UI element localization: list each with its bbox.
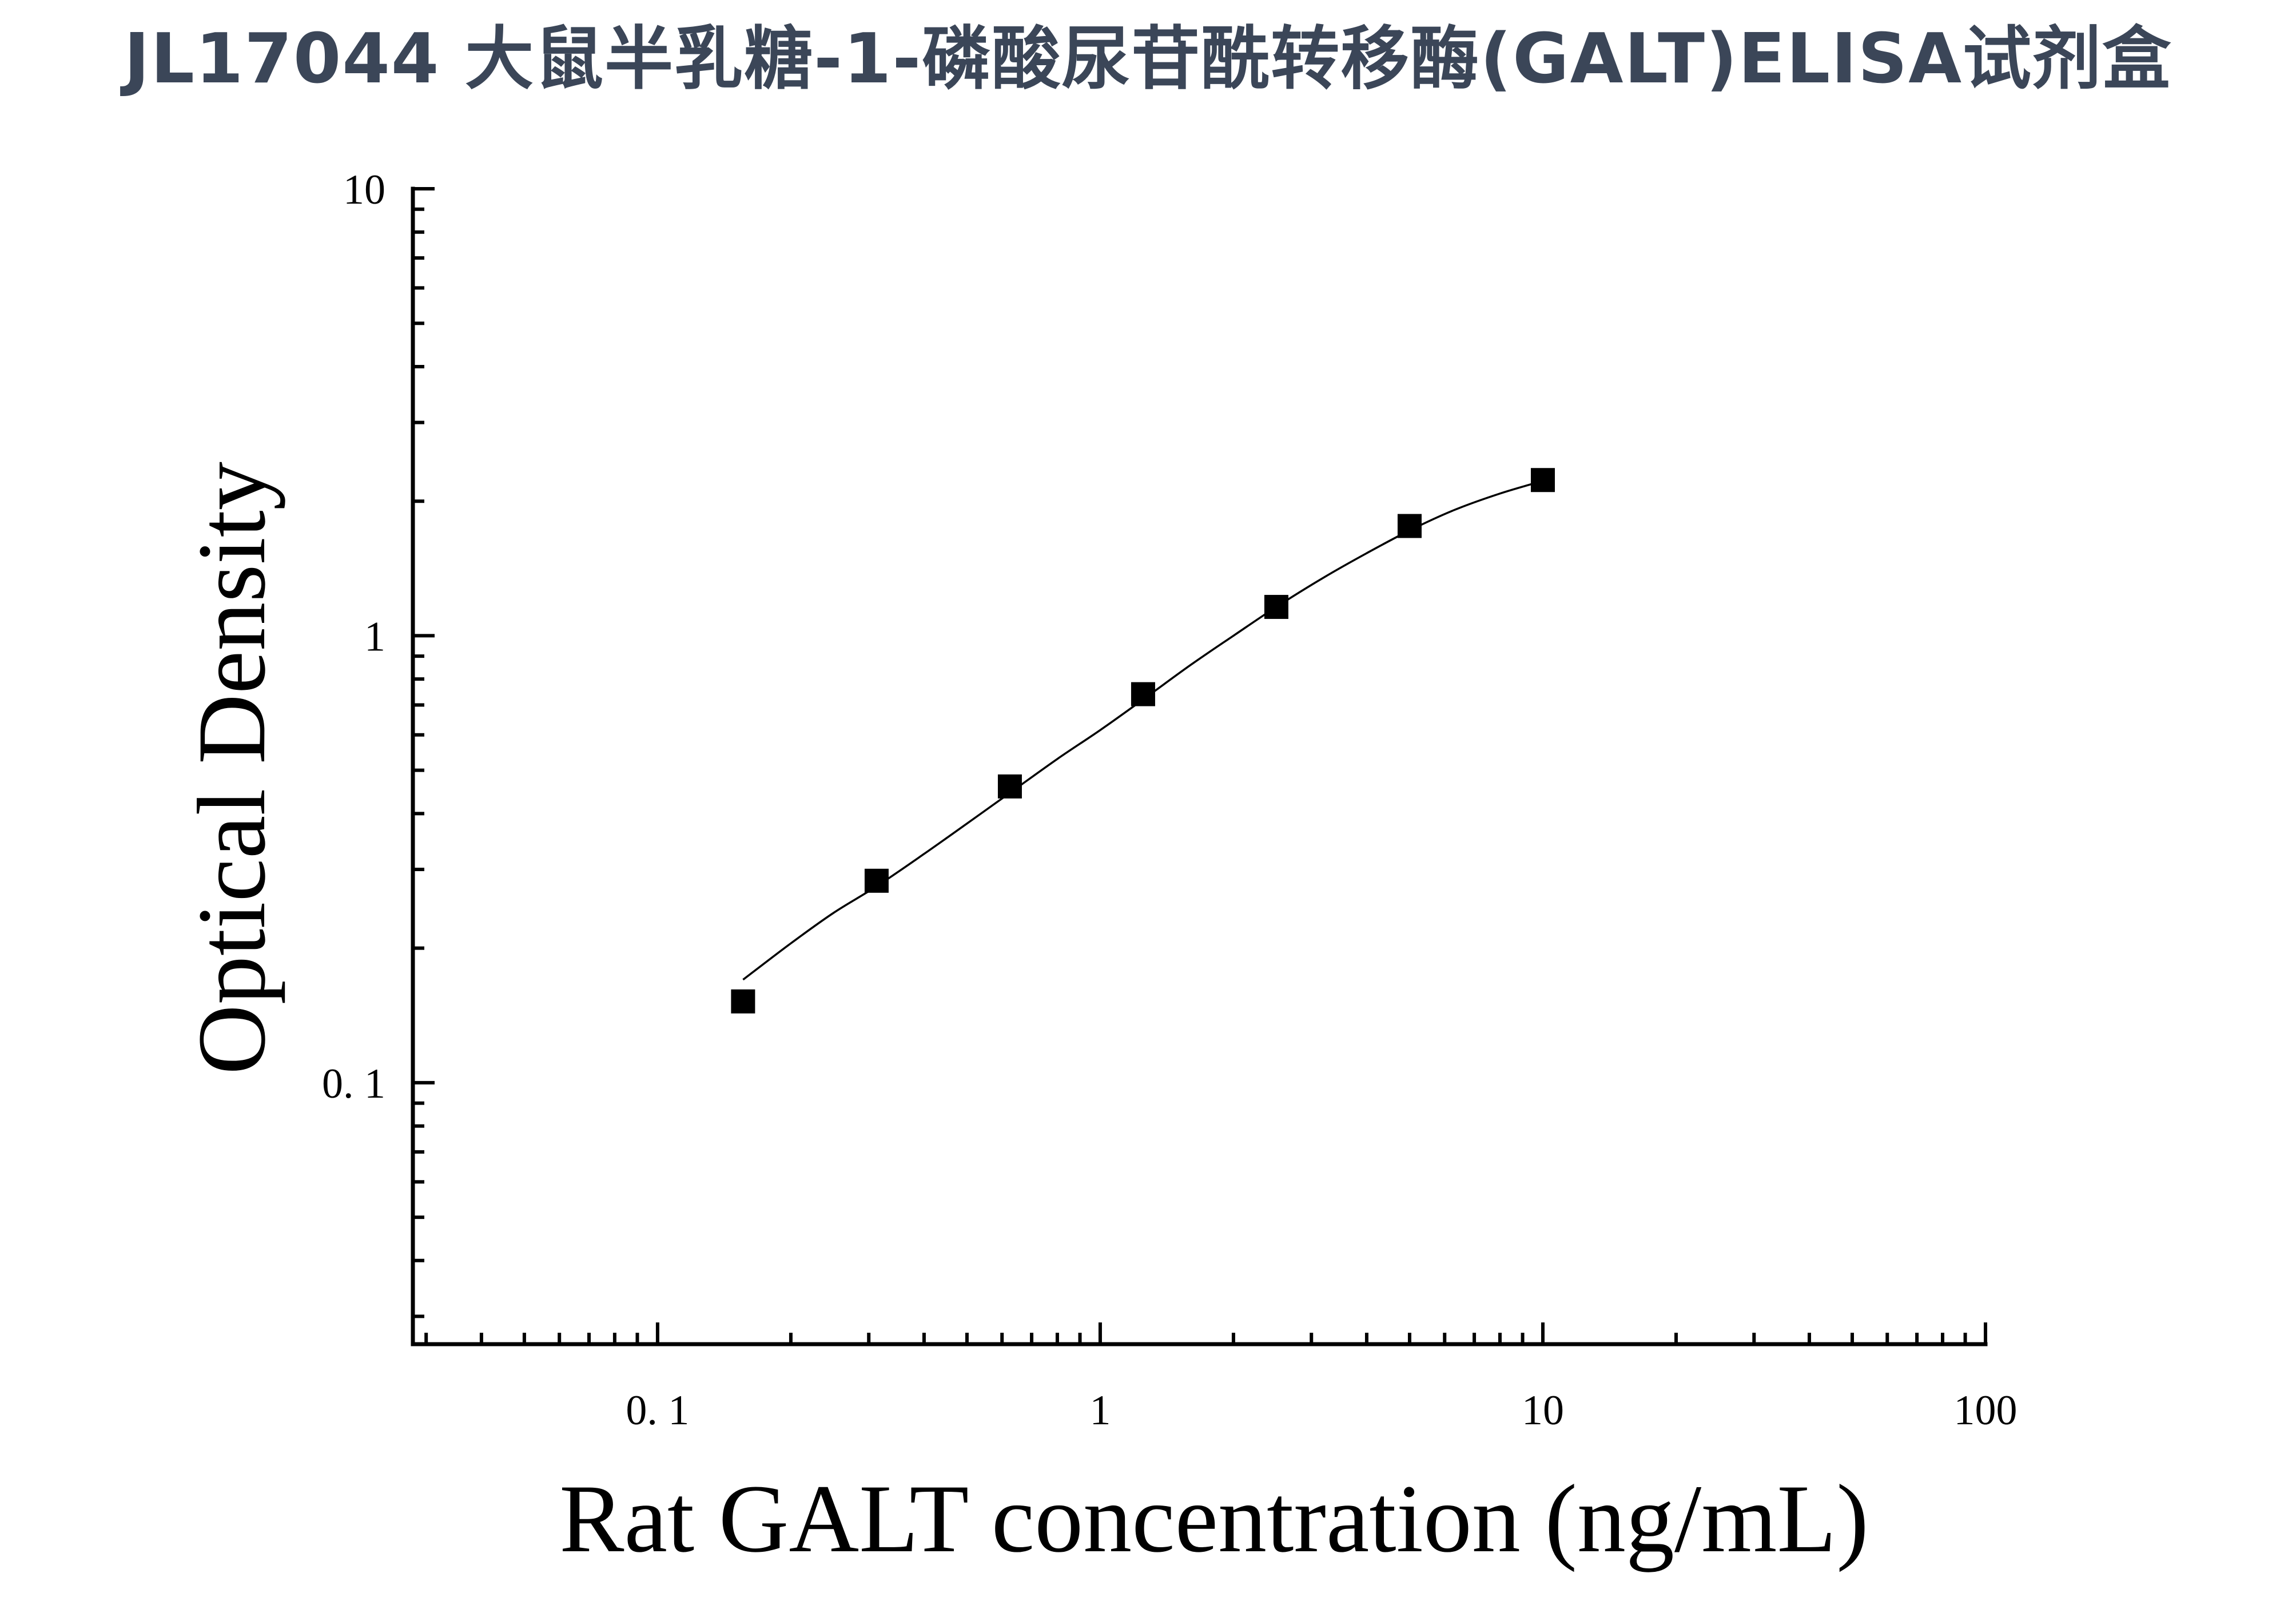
data-point bbox=[1397, 514, 1422, 538]
data-point bbox=[997, 774, 1022, 798]
data-point bbox=[1131, 682, 1155, 706]
y-tick-label: 1 bbox=[364, 613, 385, 660]
y-tick-label: 0. 1 bbox=[322, 1060, 385, 1107]
x-tick-label: 1 bbox=[1089, 1387, 1111, 1434]
axes bbox=[411, 186, 1988, 1346]
page-title: JL17044 大鼠半乳糖-1-磷酸尿苷酰转移酶(GALT)ELISA试剂盒 bbox=[124, 19, 2172, 99]
x-tick-label: 100 bbox=[1954, 1387, 2018, 1434]
data-point bbox=[1264, 595, 1288, 619]
x-tick-label: 10 bbox=[1522, 1387, 1564, 1434]
fit-curve-layer bbox=[742, 480, 1543, 981]
data-point bbox=[1530, 468, 1555, 492]
data-points-layer bbox=[731, 468, 1555, 1014]
x-axis-title: Rat GALT concentration (ng/mL) bbox=[559, 1465, 1869, 1572]
axis-labels-layer: 0. 1 1 10 100 0. 1 1 10 bbox=[322, 166, 2018, 1434]
data-point bbox=[731, 989, 755, 1014]
data-point bbox=[864, 868, 889, 893]
y-axis-title: Optical Density bbox=[178, 462, 285, 1075]
y-tick-label: 10 bbox=[343, 166, 385, 213]
fit-curve-line bbox=[742, 480, 1543, 981]
x-tick-label: 0. 1 bbox=[626, 1387, 689, 1434]
